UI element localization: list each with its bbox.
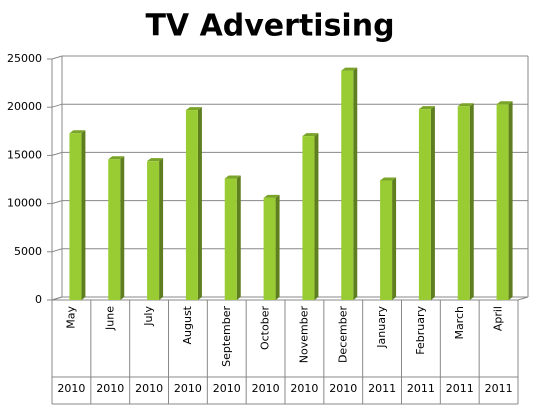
bar (147, 161, 160, 300)
x-tick-label: October (259, 306, 272, 350)
bar-side (430, 106, 435, 301)
x-tick-label: August (181, 305, 194, 344)
bar-side (353, 67, 358, 301)
x-group-label: 2010 (290, 382, 318, 395)
y-tick-label: 25000 (7, 52, 42, 65)
bar (341, 70, 354, 301)
bar-side (159, 158, 164, 300)
grid-line (51, 151, 528, 156)
x-tick-label: December (336, 306, 349, 364)
x-group-label: 2010 (135, 382, 163, 395)
x-group-label: 2011 (407, 382, 435, 395)
bar-side (275, 194, 280, 300)
bar (457, 106, 470, 301)
bar (69, 133, 82, 300)
x-group-label: 2010 (329, 382, 357, 395)
x-group-label: 2011 (485, 382, 513, 395)
y-tick-label: 10000 (7, 197, 42, 210)
y-tick-label: 0 (35, 293, 42, 306)
x-tick-label: February (414, 306, 427, 355)
bar-top (263, 194, 280, 198)
bar-top (185, 107, 202, 111)
bar (185, 110, 198, 300)
grid-line (51, 55, 528, 60)
bar-top (108, 156, 125, 160)
bar-side (120, 156, 125, 300)
x-tick-label: May (64, 306, 77, 329)
x-tick-label: September (220, 306, 233, 367)
grid-line (51, 103, 528, 108)
grid-line (51, 200, 528, 205)
bar-top (496, 101, 513, 105)
x-tick-label: July (142, 306, 155, 327)
bar-side (469, 103, 474, 301)
x-group-label: 2010 (252, 382, 280, 395)
bar-top (224, 175, 241, 179)
bar (224, 178, 237, 300)
x-tick-label: November (297, 306, 310, 364)
bar-side (81, 130, 86, 300)
grid-line (51, 248, 528, 253)
y-tick-label: 5000 (14, 245, 42, 258)
bar-top (302, 133, 319, 137)
chart-title: TV Advertising (145, 9, 394, 44)
bar-top (341, 67, 358, 71)
x-group-label: 2011 (446, 382, 474, 395)
bar-top (69, 130, 86, 134)
x-tick-label: June (103, 306, 116, 331)
bar-top (147, 158, 164, 162)
bar-side (314, 133, 319, 300)
x-group-label: 2010 (57, 382, 85, 395)
bar (263, 197, 276, 300)
bar-top (457, 103, 474, 107)
bar (380, 180, 393, 300)
bar (496, 104, 509, 300)
bar-side (392, 177, 397, 300)
x-group-label: 2010 (96, 382, 124, 395)
bar-top (380, 177, 397, 181)
bar (418, 109, 431, 301)
bar-side (197, 107, 202, 300)
x-group-label: 2010 (174, 382, 202, 395)
bar-top (418, 106, 435, 110)
bar-side (236, 175, 241, 300)
grid-line (51, 296, 528, 301)
y-tick-label: 15000 (7, 148, 42, 161)
x-group-label: 2011 (368, 382, 396, 395)
x-tick-label: April (492, 306, 505, 331)
x-tick-label: March (453, 306, 466, 340)
x-group-label: 2010 (213, 382, 241, 395)
bar (108, 159, 121, 300)
x-tick-label: January (375, 306, 388, 349)
bar (302, 136, 315, 300)
bar-side (508, 101, 513, 300)
y-tick-label: 20000 (7, 100, 42, 113)
